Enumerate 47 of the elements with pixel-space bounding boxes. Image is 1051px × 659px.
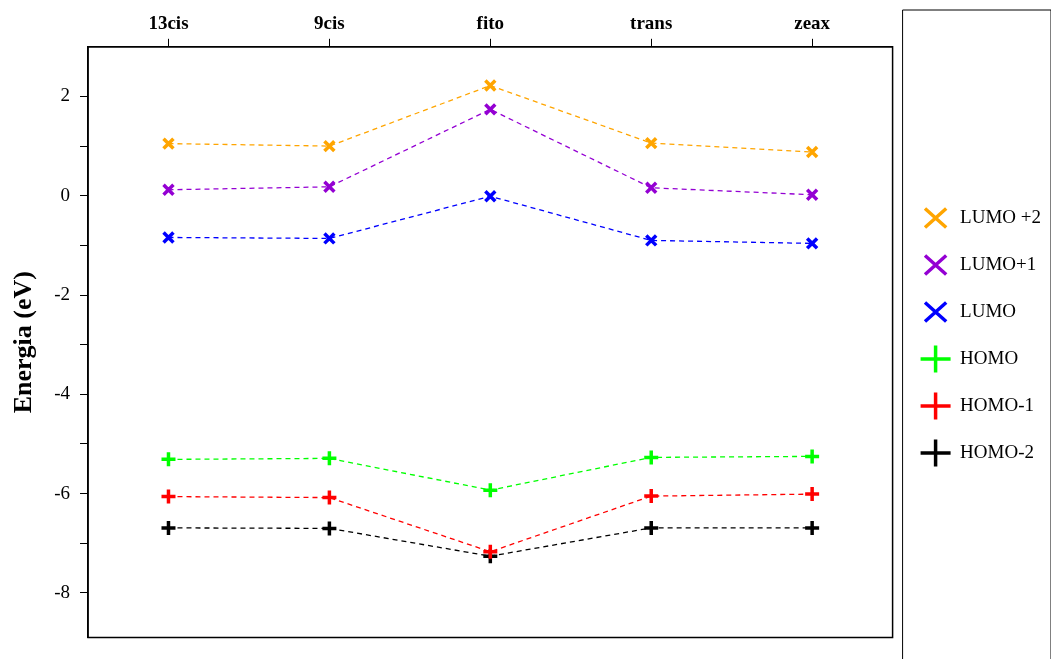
y-tick-label: 2 <box>60 84 71 106</box>
point <box>161 136 176 151</box>
point <box>642 487 660 505</box>
legend-label: LUMO+1 <box>960 252 1037 274</box>
legend-label: LUMO +2 <box>960 205 1042 227</box>
point <box>483 189 498 203</box>
point <box>159 450 178 469</box>
point <box>481 542 500 561</box>
x-tick-label: zeax <box>794 12 831 34</box>
point <box>805 236 819 251</box>
point <box>483 78 498 93</box>
y-axis-title: Energia (eV) <box>8 271 38 414</box>
point <box>481 481 500 499</box>
legend-label: HOMO <box>960 346 1019 368</box>
point <box>642 448 660 467</box>
point <box>483 102 498 117</box>
x-tick-label: trans <box>630 12 673 34</box>
point <box>805 145 819 159</box>
legend-label: LUMO <box>960 299 1017 321</box>
point <box>159 487 178 506</box>
y-tick-label: -8 <box>54 580 71 602</box>
point <box>642 519 660 537</box>
x-tick-label: 9cis <box>314 12 345 34</box>
point <box>644 233 658 248</box>
y-tick-label: -4 <box>54 382 71 404</box>
point <box>161 230 176 245</box>
point <box>803 447 821 466</box>
point <box>159 519 178 537</box>
point <box>644 136 658 150</box>
x-tick-label: fito <box>476 12 505 34</box>
point <box>322 231 337 246</box>
point <box>322 139 337 153</box>
y-tick-label: -6 <box>54 481 71 503</box>
legend-label: HOMO-2 <box>960 440 1034 462</box>
point <box>805 188 819 202</box>
y-tick-label: 0 <box>60 183 71 205</box>
point <box>320 449 339 468</box>
point <box>320 488 339 507</box>
point <box>161 183 176 197</box>
y-tick-label: -2 <box>54 283 71 305</box>
point <box>803 519 821 537</box>
point <box>644 181 658 195</box>
point <box>322 180 337 194</box>
point <box>803 485 821 503</box>
x-tick-label: 13cis <box>148 12 189 34</box>
point <box>320 519 339 538</box>
legend-label: HOMO-1 <box>960 393 1034 415</box>
